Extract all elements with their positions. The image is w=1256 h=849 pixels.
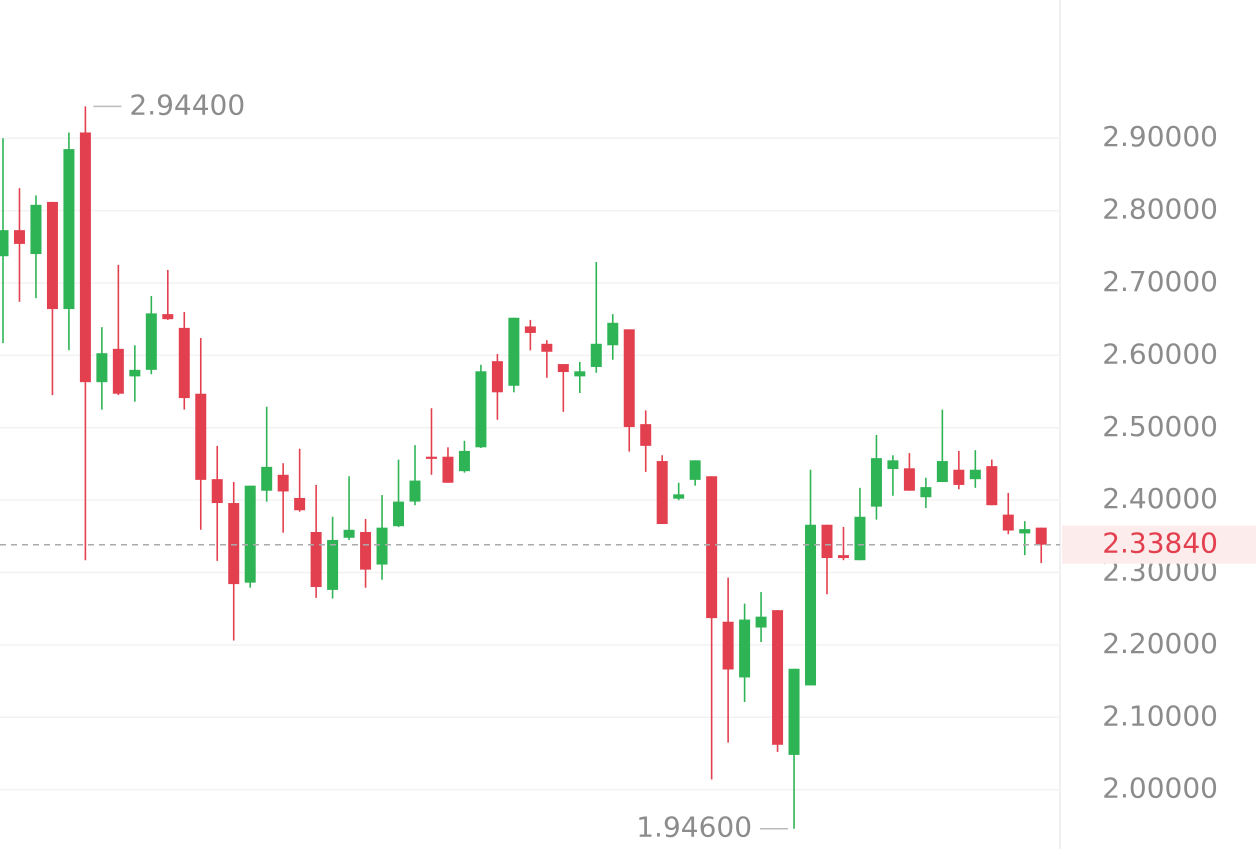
candle-body xyxy=(195,393,207,480)
candle-body xyxy=(936,461,948,483)
candle-body xyxy=(376,527,388,565)
candle-body xyxy=(623,329,635,428)
last-price-label: 2.33840 xyxy=(1102,527,1218,560)
candle-body xyxy=(854,516,866,561)
candle-body xyxy=(63,149,75,310)
candle-body xyxy=(739,619,751,678)
candle-body xyxy=(508,317,520,386)
candle-body xyxy=(261,466,273,491)
candle-body xyxy=(656,461,668,525)
candle-body xyxy=(343,529,355,538)
candle-body xyxy=(96,353,108,383)
candle-body xyxy=(129,369,141,377)
candle-body xyxy=(903,468,915,491)
candle-body xyxy=(46,201,58,310)
last-price-bg xyxy=(1062,525,1256,564)
candle-body xyxy=(13,230,25,244)
y-tick-label: 2.80000 xyxy=(1102,193,1218,226)
candle-body xyxy=(145,313,157,370)
max-label: 2.94400 xyxy=(129,88,245,121)
candle-body xyxy=(805,524,817,686)
candle-body xyxy=(277,474,289,492)
candle-body xyxy=(969,469,981,480)
candle-body xyxy=(689,460,701,480)
y-tick-label: 2.10000 xyxy=(1102,699,1218,732)
candle-body xyxy=(837,555,849,559)
candle-body xyxy=(640,424,652,446)
candle-body xyxy=(178,327,190,399)
candle-body xyxy=(244,485,256,583)
candle-body xyxy=(327,539,339,590)
candle-body xyxy=(870,458,882,507)
candle-body xyxy=(409,480,421,502)
candle-body xyxy=(706,476,718,619)
candle-body xyxy=(0,230,9,257)
candle-body xyxy=(755,616,767,628)
candle-body xyxy=(491,361,503,393)
y-tick-label: 2.40000 xyxy=(1102,482,1218,515)
candle-body xyxy=(1035,527,1047,545)
candle-body xyxy=(887,460,899,470)
candle-body xyxy=(228,503,240,585)
candle-body xyxy=(986,466,998,506)
y-tick-label: 2.00000 xyxy=(1102,772,1218,805)
y-tick-label: 2.70000 xyxy=(1102,265,1218,298)
candle-body xyxy=(294,497,306,511)
candle-body xyxy=(920,487,932,498)
candle-body xyxy=(442,456,454,483)
candle-body xyxy=(788,668,800,755)
y-tick-label: 2.50000 xyxy=(1102,410,1218,443)
candle-body xyxy=(541,343,553,352)
candle-body xyxy=(211,479,223,504)
candle-body xyxy=(112,348,124,394)
y-tick-label: 2.90000 xyxy=(1102,120,1218,153)
candle-body xyxy=(310,531,322,587)
candle-body xyxy=(79,132,91,383)
candle-body xyxy=(953,469,965,485)
candle-body xyxy=(590,343,602,367)
candle-body xyxy=(475,371,487,448)
candle-body xyxy=(557,364,569,373)
candle-body xyxy=(722,621,734,670)
candle-body xyxy=(1002,514,1014,531)
candle-body xyxy=(30,204,42,255)
candle-body xyxy=(524,326,536,333)
y-tick-label: 2.60000 xyxy=(1102,337,1218,370)
candle-body xyxy=(772,610,784,745)
candle-body xyxy=(360,531,372,570)
candle-body xyxy=(393,501,405,527)
candle-body xyxy=(673,494,685,499)
candle-body xyxy=(607,322,619,346)
y-tick-label: 2.20000 xyxy=(1102,627,1218,660)
candle-body xyxy=(458,450,470,472)
candle-body xyxy=(821,524,833,559)
candle-body xyxy=(425,456,437,459)
candle-body xyxy=(1019,529,1031,534)
candle-body xyxy=(162,314,174,320)
candle-body xyxy=(574,371,586,377)
min-label: 1.94600 xyxy=(636,811,752,844)
